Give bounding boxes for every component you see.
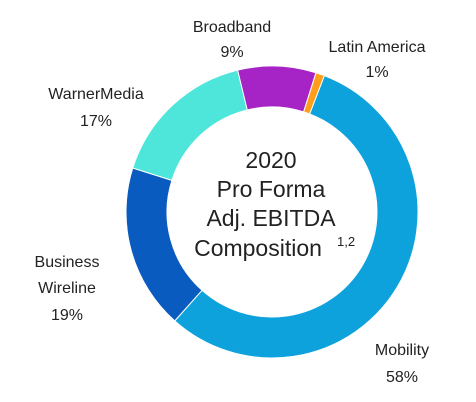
slice-broadband [237,65,317,113]
slice-label-business-wireline-2: Wireline [38,280,96,297]
slice-mobility [174,75,419,359]
slice-label-warnermedia: WarnerMedia [48,86,144,103]
slice-value-warnermedia: 17% [80,113,112,130]
slice-value-mobility: 58% [386,369,418,386]
slice-label-business-wireline-1: Business [35,254,100,271]
center-title-line-4: Composition [194,235,322,261]
slice-latin-america [303,72,325,115]
center-title-superscript: 1,2 [337,234,355,249]
slice-value-broadband: 9% [220,44,243,61]
slice-labels: Broadband 9% Latin America 1% WarnerMedi… [35,19,430,386]
slice-value-business-wireline: 19% [51,307,83,324]
slice-warnermedia [132,69,248,181]
slice-label-broadband: Broadband [193,19,271,36]
slice-value-latin-america: 1% [365,64,388,81]
center-title-line-3: Adj. EBITDA [206,205,336,231]
slice-label-latin-america: Latin America [329,39,426,56]
center-title-line-2: Pro Forma [217,176,326,202]
slice-label-mobility: Mobility [375,342,429,359]
slice-business-wireline [125,167,203,322]
center-title: 2020 Pro Forma Adj. EBITDA Composition 1… [194,147,355,261]
donut-slices [125,65,419,359]
center-title-line-1: 2020 [245,147,296,173]
